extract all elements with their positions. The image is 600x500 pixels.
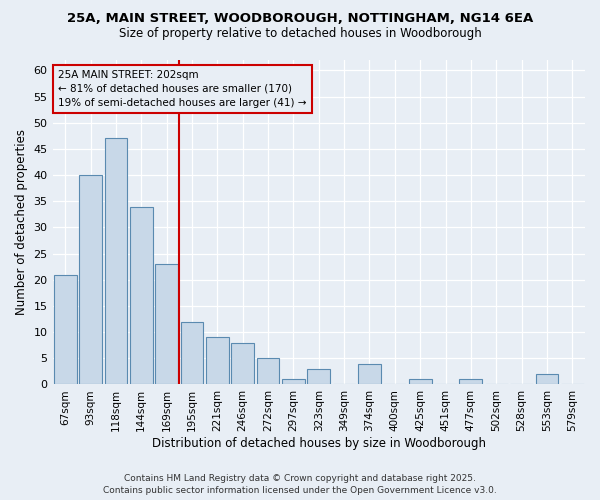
Text: 25A MAIN STREET: 202sqm
← 81% of detached houses are smaller (170)
19% of semi-d: 25A MAIN STREET: 202sqm ← 81% of detache… [58,70,307,108]
Bar [155,264,178,384]
Bar [181,322,203,384]
Text: Size of property relative to detached houses in Woodborough: Size of property relative to detached ho… [119,28,481,40]
Bar [130,206,152,384]
Bar [460,379,482,384]
Text: 25A, MAIN STREET, WOODBOROUGH, NOTTINGHAM, NG14 6EA: 25A, MAIN STREET, WOODBOROUGH, NOTTINGHA… [67,12,533,26]
Bar [231,342,254,384]
Bar [104,138,127,384]
X-axis label: Distribution of detached houses by size in Woodborough: Distribution of detached houses by size … [152,437,486,450]
Bar [206,338,229,384]
Bar [79,175,102,384]
Bar [307,369,330,384]
Bar [54,274,77,384]
Bar [358,364,381,384]
Y-axis label: Number of detached properties: Number of detached properties [15,129,28,315]
Bar [409,379,431,384]
Text: Contains HM Land Registry data © Crown copyright and database right 2025.
Contai: Contains HM Land Registry data © Crown c… [103,474,497,495]
Bar [536,374,559,384]
Bar [257,358,280,384]
Bar [282,379,305,384]
